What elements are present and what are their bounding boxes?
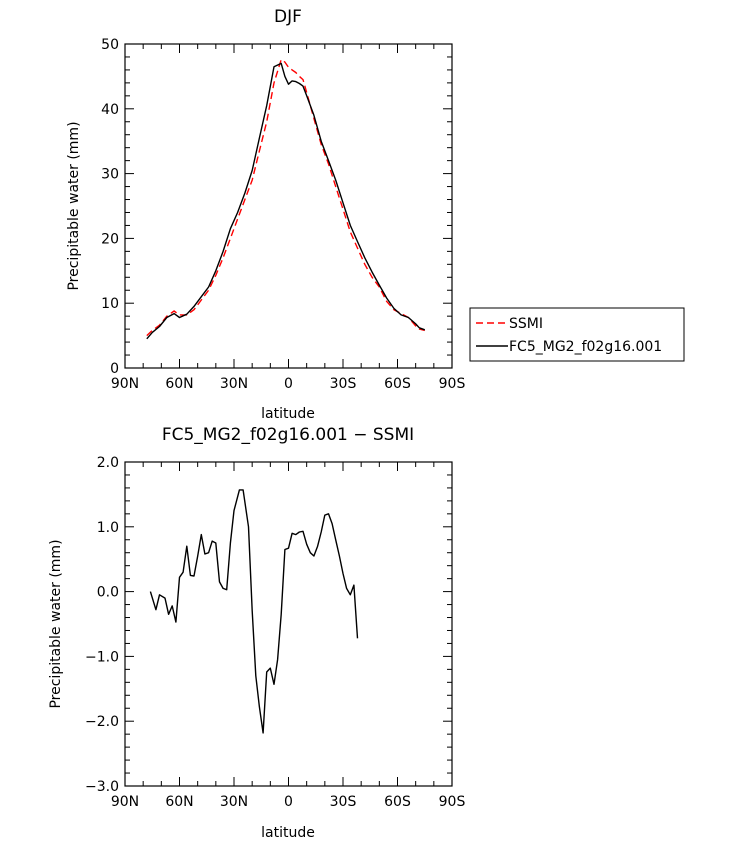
plot-frame	[124, 461, 453, 787]
y-tick-label: 10	[101, 296, 119, 312]
tick-marks: 90N 60N 30N 0 30S 60S 90S 0 10 20 30 40 50	[101, 37, 465, 392]
series-layer	[149, 489, 359, 734]
x-tick-label: 60S	[384, 376, 411, 392]
y-tick-label: −1.0	[85, 649, 119, 665]
y-tick-label: 40	[101, 102, 119, 118]
y-tick-label: 2.0	[97, 455, 119, 471]
x-tick-label: 30S	[330, 376, 357, 392]
x-tick-label: 90N	[111, 376, 139, 392]
x-tick-label: 60N	[165, 794, 193, 810]
plot-frame	[124, 43, 453, 369]
x-tick-label: 0	[284, 376, 293, 392]
y-tick-label: 1.0	[97, 520, 119, 536]
legend-label-ssmi: SSMI	[509, 316, 543, 332]
y-tick-label: 20	[101, 231, 119, 247]
tick-marks: 90N 60N 30N 0 30S 60S 90S −3.0 −2.0 −1.0 0.0 1.0 2.0	[85, 455, 465, 810]
precipitable-water-panel: DJF 90N 60N 30N 0 30S 60S 90S 0 10 20 30 40 50 latit…	[66, 7, 685, 422]
x-tick-label: 90N	[111, 794, 139, 810]
series-layer	[146, 58, 426, 340]
legend-label-model: FC5_MG2_f02g16.001	[509, 339, 662, 355]
x-axis-label: latitude	[261, 406, 315, 422]
x-tick-label: 30N	[220, 376, 248, 392]
chart-title: DJF	[274, 7, 302, 27]
y-tick-label: 0.0	[97, 585, 119, 601]
x-tick-label: 90S	[439, 376, 466, 392]
y-tick-label: 0	[110, 361, 119, 377]
y-tick-label: 50	[101, 37, 119, 53]
y-tick-label: −2.0	[85, 714, 119, 730]
series-line-fc5-mg2-f02g16-001	[146, 62, 426, 340]
series-line-difference	[149, 489, 359, 734]
x-tick-label: 60N	[165, 376, 193, 392]
y-axis-label: Precipitable water (mm)	[66, 121, 82, 290]
y-tick-label: 30	[101, 167, 119, 183]
y-axis-label: Precipitable water (mm)	[48, 539, 64, 708]
x-tick-label: 30N	[220, 794, 248, 810]
x-tick-label: 90S	[439, 794, 466, 810]
chart-title: FC5_MG2_f02g16.001 − SSMI	[162, 425, 414, 445]
difference-panel: FC5_MG2_f02g16.001 − SSMI 90N 60N 30N 0 30S 6…	[48, 425, 465, 841]
x-axis-label: latitude	[261, 825, 315, 841]
x-tick-label: 30S	[330, 794, 357, 810]
series-line-ssmi	[146, 58, 425, 337]
x-tick-label: 0	[284, 794, 293, 810]
legend: SSMI FC5_MG2_f02g16.001	[469, 307, 685, 362]
legend-box	[469, 307, 685, 362]
y-tick-label: −3.0	[85, 779, 119, 795]
x-tick-label: 60S	[384, 794, 411, 810]
